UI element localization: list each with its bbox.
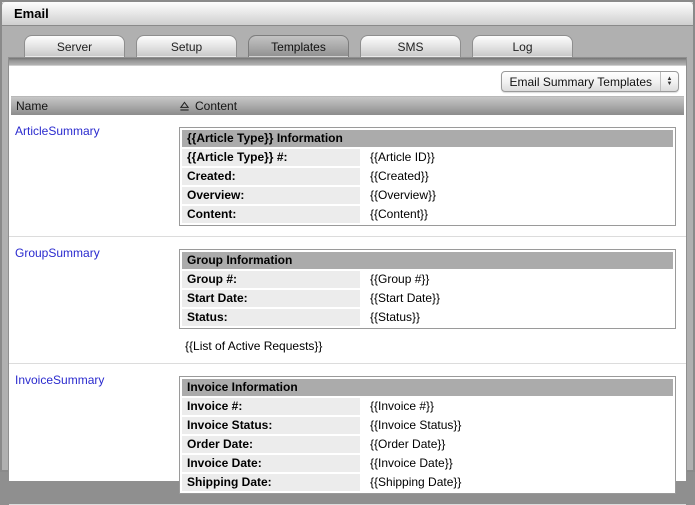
template-field-row: Overview: {{Overview}} [182, 187, 673, 204]
template-field-label: {{Article Type}} #: [182, 149, 360, 166]
table-header-row: Name Content [11, 96, 684, 115]
panel-top-edge [9, 58, 686, 66]
template-name-link[interactable]: InvoiceSummary [15, 373, 105, 387]
template-field-value: {{Invoice Date}} [370, 456, 453, 470]
column-header-content[interactable]: Content [195, 99, 238, 113]
template-content-cell: {{Article Type}} Information {{Article T… [171, 115, 686, 236]
template-preview-header: Group Information [182, 252, 673, 269]
template-field-label: Content: [182, 206, 360, 223]
sort-ascending-icon[interactable] [179, 101, 190, 112]
template-field-row: {{Article Type}} #: {{Article ID}} [182, 149, 673, 166]
template-name-cell: InvoiceSummary [9, 364, 171, 504]
template-field-label: Invoice Date: [182, 455, 360, 472]
template-field-value: {{Created}} [370, 169, 429, 183]
template-field-label: Shipping Date: [182, 474, 360, 491]
template-field-value: {{Order Date}} [370, 437, 446, 451]
template-preview-table: Invoice Information Invoice #: {{Invoice … [179, 376, 676, 494]
tab-server[interactable]: Server [24, 35, 125, 57]
template-field-row: Invoice #: {{Invoice #}} [182, 398, 673, 415]
table-row: InvoiceSummary Invoice Information Invoi… [9, 364, 686, 505]
template-name-link[interactable]: ArticleSummary [15, 124, 100, 138]
tab-templates[interactable]: Templates [248, 35, 349, 57]
template-field-label: Overview: [182, 187, 360, 204]
template-name-cell: ArticleSummary [9, 115, 171, 236]
content-panel: Email Summary Templates ▲ ▼ Name Content … [8, 57, 687, 505]
template-field-value: {{Content}} [370, 207, 429, 221]
template-field-row: Content: {{Content}} [182, 206, 673, 223]
template-field-value: {{Status}} [370, 310, 421, 324]
column-header-content-wrap: Content [179, 99, 237, 113]
template-type-dropdown[interactable]: Email Summary Templates ▲ ▼ [500, 71, 679, 92]
tab-log[interactable]: Log [472, 35, 573, 57]
template-field-label: Created: [182, 168, 360, 185]
template-field-value: {{Shipping Date}} [370, 475, 462, 489]
template-field-label: Invoice Status: [182, 417, 360, 434]
column-header-name[interactable]: Name [16, 99, 49, 113]
tab-sms[interactable]: SMS [360, 35, 461, 57]
template-field-label: Start Date: [182, 290, 360, 307]
template-name-cell: GroupSummary [9, 237, 171, 363]
page-title: Email [14, 6, 49, 21]
template-preview-table: {{Article Type}} Information {{Article T… [179, 127, 676, 226]
template-name-link[interactable]: GroupSummary [15, 246, 100, 260]
stepper-up-down-icon: ▲ ▼ [660, 72, 678, 91]
template-preview-header: Invoice Information [182, 379, 673, 396]
template-field-label: Order Date: [182, 436, 360, 453]
template-field-value: {{Start Date}} [370, 291, 441, 305]
template-field-row: Invoice Status: {{Invoice Status}} [182, 417, 673, 434]
template-field-label: Group #: [182, 271, 360, 288]
template-field-row: Order Date: {{Order Date}} [182, 436, 673, 453]
template-field-row: Invoice Date: {{Invoice Date}} [182, 455, 673, 472]
template-field-value: {{Invoice #}} [370, 399, 435, 413]
window-titlebar: Email [2, 2, 693, 26]
table-row: ArticleSummary {{Article Type}} Informat… [9, 115, 686, 237]
template-field-row: Group #: {{Group #}} [182, 271, 673, 288]
template-preview-footer: {{List of Active Requests}} [185, 339, 323, 353]
tab-bar: Server Setup Templates SMS Log [24, 35, 573, 57]
template-field-label: Status: [182, 309, 360, 326]
dropdown-selected-value: Email Summary Templates [509, 74, 653, 89]
template-preview-table: Group Information Group #: {{Group #}} Sta… [179, 249, 676, 329]
template-field-label: Invoice #: [182, 398, 360, 415]
table-row: GroupSummary Group Information Group #: {… [9, 237, 686, 364]
template-field-value: {{Invoice Status}} [370, 418, 462, 432]
selector-row: Email Summary Templates ▲ ▼ [9, 66, 686, 94]
template-field-value: {{Group #}} [370, 272, 430, 286]
template-content-cell: Invoice Information Invoice #: {{Invoice … [171, 364, 686, 504]
template-field-value: {{Article ID}} [370, 150, 435, 164]
template-field-row: Start Date: {{Start Date}} [182, 290, 673, 307]
tab-setup[interactable]: Setup [136, 35, 237, 57]
template-preview-header: {{Article Type}} Information [182, 130, 673, 147]
template-field-value: {{Overview}} [370, 188, 437, 202]
template-content-cell: Group Information Group #: {{Group #}} Sta… [171, 237, 686, 363]
template-field-row: Created: {{Created}} [182, 168, 673, 185]
template-field-row: Shipping Date: {{Shipping Date}} [182, 474, 673, 491]
template-field-row: Status: {{Status}} [182, 309, 673, 326]
template-table-body: ArticleSummary {{Article Type}} Informat… [9, 115, 686, 505]
